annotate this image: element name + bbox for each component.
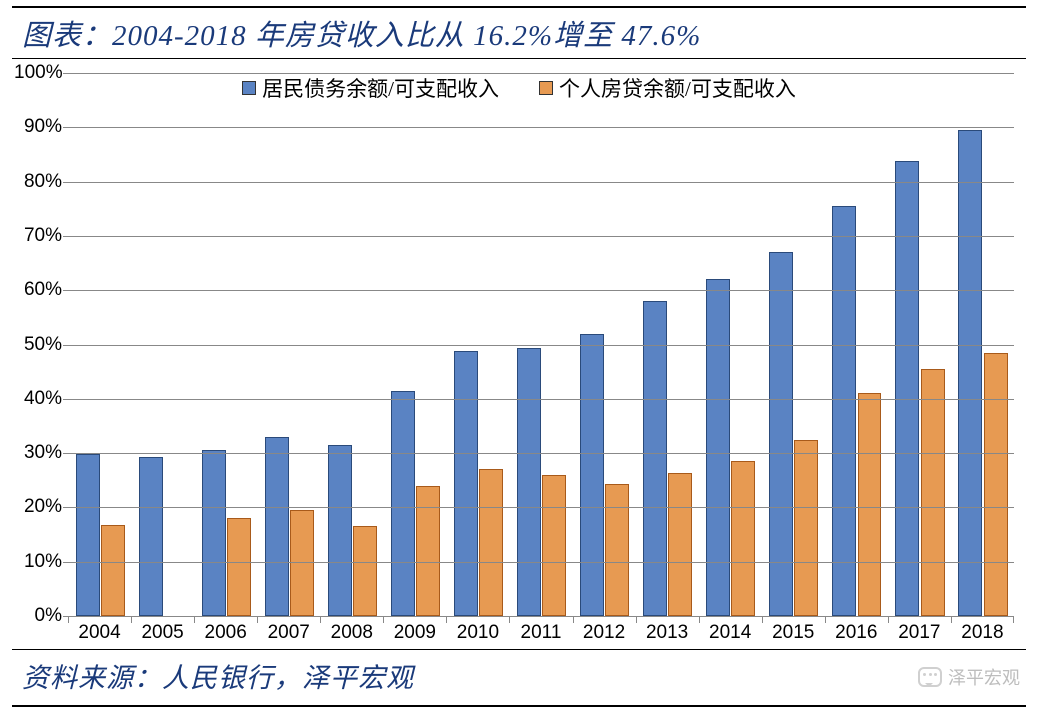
bar-series2 [353, 526, 377, 616]
watermark-text: 泽平宏观 [948, 664, 1020, 690]
bar-series2 [101, 525, 125, 616]
ytick-mark [63, 399, 68, 400]
ytick-label: 60% [14, 279, 62, 301]
xtick-label: 2009 [383, 622, 446, 644]
bar-series1 [706, 279, 730, 616]
ytick-label: 20% [14, 496, 62, 518]
ytick-mark [63, 290, 68, 291]
gridline [68, 290, 1014, 291]
bar-series2 [794, 440, 818, 616]
ytick-mark [63, 73, 68, 74]
xtick-label: 2016 [825, 622, 888, 644]
xtick-label: 2005 [131, 622, 194, 644]
xtick-label: 2013 [636, 622, 699, 644]
bar-series2 [858, 393, 882, 616]
xtick-label: 2010 [446, 622, 509, 644]
gridline [68, 236, 1014, 237]
chart-container: 图表：2004-2018 年房贷收入比从 16.2%增至 47.6% 居民债务余… [0, 0, 1038, 704]
ytick-mark [63, 182, 68, 183]
xtick-label: 2018 [951, 622, 1014, 644]
title-row: 图表：2004-2018 年房贷收入比从 16.2%增至 47.6% [12, 6, 1026, 59]
bar-series1 [265, 437, 289, 616]
bar-series2 [416, 486, 440, 616]
chart-title: 图表：2004-2018 年房贷收入比从 16.2%增至 47.6% [22, 12, 1016, 54]
chart-area: 居民债务余额/可支配收入 个人房贷余额/可支配收入 20042005200620… [12, 67, 1026, 647]
bar-series2 [984, 353, 1008, 616]
ytick-mark [63, 127, 68, 128]
bar-series1 [958, 130, 982, 616]
bar-series2 [290, 510, 314, 616]
bar-series1 [832, 206, 856, 616]
ytick-mark [63, 507, 68, 508]
source-row: 资料来源：人民银行，泽平宏观 [12, 649, 1026, 707]
ytick-mark [63, 236, 68, 237]
xtick-label: 2012 [573, 622, 636, 644]
source-text: 资料来源：人民银行，泽平宏观 [22, 656, 1016, 695]
ytick-label: 40% [14, 388, 62, 410]
gridline [68, 182, 1014, 183]
watermark: 泽平宏观 [918, 664, 1020, 690]
gridline [68, 73, 1014, 74]
gridline [68, 399, 1014, 400]
bar-series1 [580, 334, 604, 616]
bar-series2 [605, 484, 629, 616]
bar-series1 [391, 391, 415, 616]
xtick-label: 2008 [320, 622, 383, 644]
bar-series1 [517, 348, 541, 616]
bar-series1 [202, 450, 226, 616]
xtick-label: 2006 [194, 622, 257, 644]
bar-series1 [76, 454, 100, 616]
ytick-label: 0% [14, 605, 62, 627]
bar-series1 [328, 445, 352, 616]
ytick-label: 10% [14, 551, 62, 573]
wechat-icon [918, 667, 942, 687]
ytick-label: 50% [14, 334, 62, 356]
gridline [68, 453, 1014, 454]
xtick-label: 2017 [888, 622, 951, 644]
ytick-label: 80% [14, 171, 62, 193]
bar-series1 [643, 301, 667, 616]
gridline [68, 127, 1014, 128]
bar-series2 [668, 473, 692, 616]
ytick-label: 70% [14, 225, 62, 247]
ytick-label: 90% [14, 116, 62, 138]
gridline [68, 562, 1014, 563]
xtick-label: 2014 [699, 622, 762, 644]
xtick-label: 2004 [68, 622, 131, 644]
bar-series1 [895, 161, 919, 616]
gridline [68, 507, 1014, 508]
bar-series2 [921, 369, 945, 616]
plot-area: 2004200520062007200820092010201120122013… [68, 73, 1014, 617]
gridline [68, 345, 1014, 346]
xtick-label: 2011 [509, 622, 572, 644]
ytick-mark [63, 616, 68, 617]
ytick-label: 100% [14, 62, 62, 84]
ytick-mark [63, 562, 68, 563]
bar-series2 [542, 475, 566, 616]
bar-series2 [227, 518, 251, 616]
bar-series2 [731, 461, 755, 616]
bar-series1 [454, 351, 478, 616]
bar-series2 [479, 469, 503, 616]
ytick-label: 30% [14, 442, 62, 464]
xtick-label: 2015 [762, 622, 825, 644]
ytick-mark [63, 345, 68, 346]
bar-series1 [139, 457, 163, 616]
ytick-mark [63, 453, 68, 454]
xtick-label: 2007 [257, 622, 320, 644]
